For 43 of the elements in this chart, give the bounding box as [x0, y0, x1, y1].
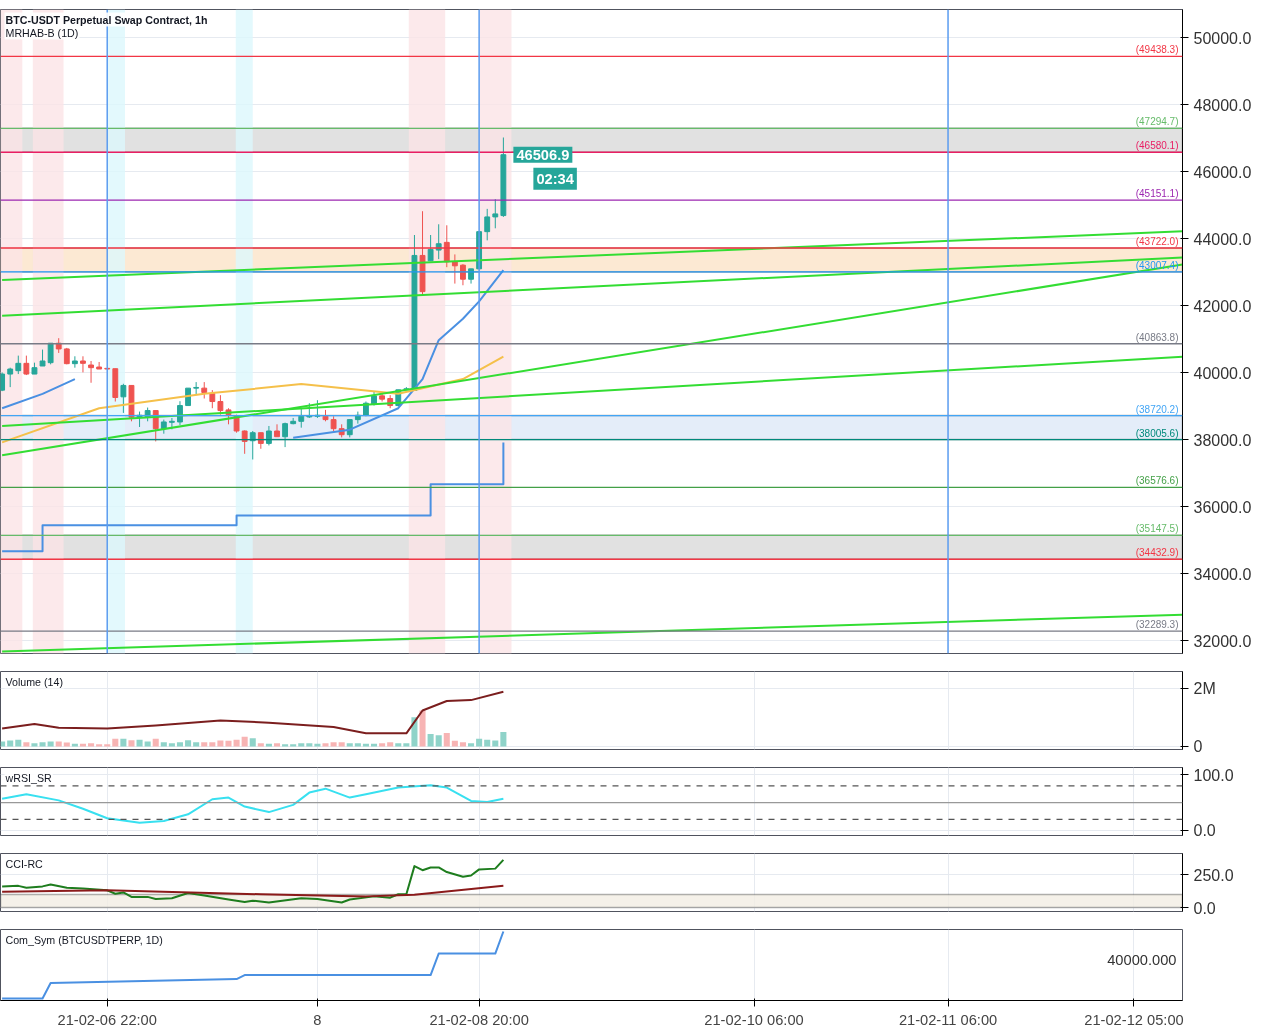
x-tick-label: 21-02-10 06:00	[704, 1011, 804, 1028]
x-tick-label: 21-02-08 20:00	[429, 1011, 529, 1028]
annotation: 40000.000	[1107, 951, 1177, 968]
y-tick-label: 0.0	[1193, 822, 1216, 840]
y-tick-label: 2M	[1193, 680, 1216, 698]
y-tick-label: 250.0	[1193, 866, 1234, 884]
ref-line-label: (49438.3)	[1135, 44, 1179, 56]
y-tick-label: 44000.0	[1193, 230, 1252, 248]
chart-title: Volume (14)	[5, 675, 63, 688]
y-tick-label: 100.0	[1193, 766, 1234, 784]
ref-line-label: (43722.0)	[1135, 236, 1179, 247]
ref-line-label: (40863.8)	[1135, 331, 1179, 343]
y-tick-label: 38000.0	[1193, 431, 1252, 449]
y-tick-label: 42000.0	[1193, 297, 1252, 315]
y-tick-label: 34000.0	[1193, 565, 1252, 583]
x-tick-label: 21-02-11 06:00	[898, 1011, 998, 1028]
y-tick-label: 0.0	[1193, 899, 1216, 917]
y-tick-label: 40000.0	[1193, 364, 1252, 382]
chart-title: wRSI_SR	[4, 771, 52, 784]
y-tick-label: 48000.0	[1193, 96, 1252, 114]
ref-line-label: (32289.3)	[1135, 619, 1179, 631]
x-tick-label: 21-02-06 22:00	[57, 1011, 157, 1028]
y-tick-label: 0	[1193, 738, 1203, 756]
ref-line-label: (38005.6)	[1135, 427, 1179, 439]
ref-line-label: (36576.6)	[1135, 475, 1179, 487]
y-tick-label: 36000.0	[1193, 498, 1252, 516]
y-tick-label: 50000.0	[1193, 29, 1252, 47]
annotation: 46506.9	[516, 146, 570, 163]
y-tick-label: 46000.0	[1193, 163, 1252, 181]
annotation: 02:34	[536, 170, 575, 187]
chart-title: BTC-USDT Perpetual Swap Contract, 1h	[5, 13, 208, 26]
ref-line-label: (35147.5)	[1135, 523, 1179, 535]
y-tick-label: 32000.0	[1193, 632, 1252, 650]
chart-title: Com_Sym (BTCUSDTPERP, 1D)	[5, 933, 163, 946]
ref-line-label: (47294.7)	[1135, 116, 1179, 128]
x-tick-label: 8	[313, 1011, 322, 1028]
chart-title: CCI-RC	[5, 857, 44, 870]
ref-line-label: (34432.9)	[1135, 547, 1179, 559]
text: MRHAB-B (1D)	[5, 26, 79, 39]
x-tick-label: 21-02-12 05:00	[1084, 1011, 1184, 1028]
ref-line-label: (45151.1)	[1135, 188, 1179, 200]
ref-line-label: (46580.1)	[1135, 140, 1179, 152]
ref-line-label: (38720.2)	[1135, 403, 1179, 415]
